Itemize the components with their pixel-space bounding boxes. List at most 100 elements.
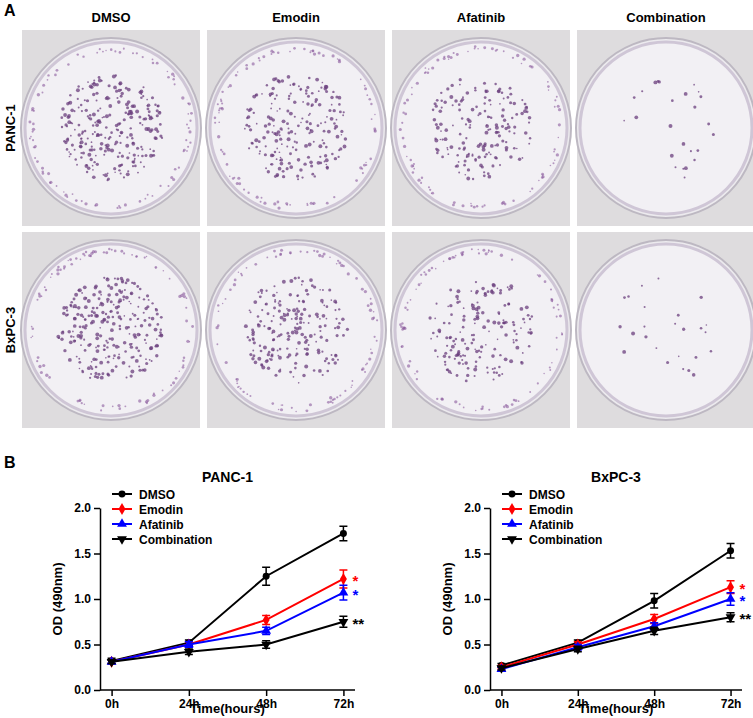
dish-rim bbox=[21, 38, 201, 218]
rim-stain bbox=[361, 288, 364, 291]
colony bbox=[114, 143, 116, 145]
colony bbox=[456, 154, 459, 157]
colony bbox=[250, 311, 252, 313]
colony bbox=[333, 109, 336, 112]
colony bbox=[95, 314, 99, 318]
colony bbox=[451, 345, 455, 349]
colony bbox=[330, 117, 334, 121]
colony bbox=[295, 354, 297, 356]
colony bbox=[143, 312, 145, 314]
colony bbox=[450, 84, 453, 87]
colony bbox=[96, 163, 99, 166]
colony bbox=[315, 341, 317, 343]
colony bbox=[446, 147, 448, 149]
rim-stain bbox=[190, 112, 193, 115]
colony bbox=[315, 98, 318, 101]
colony bbox=[447, 153, 449, 155]
colony bbox=[525, 305, 529, 309]
colony bbox=[278, 167, 282, 171]
rim-stain bbox=[32, 139, 34, 141]
colony bbox=[306, 352, 309, 355]
colony bbox=[129, 333, 131, 335]
colony bbox=[271, 353, 274, 356]
colony bbox=[301, 280, 304, 283]
colony bbox=[461, 359, 463, 361]
colony bbox=[305, 289, 308, 292]
colony bbox=[501, 373, 503, 375]
colony bbox=[455, 165, 457, 167]
colony bbox=[631, 332, 635, 336]
colony bbox=[623, 296, 626, 299]
colony bbox=[455, 295, 459, 299]
rim-stain bbox=[541, 173, 544, 176]
colony bbox=[333, 361, 336, 364]
colony bbox=[107, 373, 109, 375]
colony bbox=[248, 125, 251, 128]
colony bbox=[265, 167, 267, 169]
rim-stain bbox=[63, 191, 65, 193]
colony bbox=[99, 147, 103, 151]
colony bbox=[271, 154, 274, 157]
y-tick-label: 2.0 bbox=[74, 501, 91, 515]
colony bbox=[507, 123, 509, 125]
colony bbox=[444, 364, 446, 366]
y-axis: 0.00.51.01.52.0 bbox=[74, 501, 100, 697]
colony bbox=[276, 175, 279, 178]
x-axis-title: Time(hours) bbox=[190, 701, 265, 716]
colony bbox=[87, 153, 91, 157]
rim-stain bbox=[277, 206, 280, 209]
colony bbox=[70, 135, 72, 137]
rim-stain bbox=[561, 333, 563, 335]
column-label: Combination bbox=[626, 10, 705, 25]
colony bbox=[434, 349, 437, 352]
colony bbox=[149, 359, 151, 361]
dish bbox=[395, 244, 567, 416]
colony bbox=[516, 148, 518, 150]
rim-stain bbox=[102, 51, 104, 53]
colony bbox=[155, 344, 159, 348]
colony bbox=[107, 356, 109, 358]
colony bbox=[287, 335, 290, 338]
colony bbox=[477, 306, 481, 310]
rim-stain bbox=[500, 254, 503, 257]
colony bbox=[448, 356, 451, 359]
y-tick-label: 0.0 bbox=[74, 683, 91, 697]
rim-stain bbox=[64, 194, 67, 197]
colony bbox=[146, 99, 148, 101]
colony bbox=[126, 278, 130, 282]
colony bbox=[118, 289, 121, 292]
rim-stain bbox=[436, 59, 439, 62]
colony bbox=[104, 173, 108, 177]
colony bbox=[131, 142, 135, 146]
colony bbox=[467, 168, 470, 171]
rim-stain bbox=[189, 120, 191, 122]
colony bbox=[443, 354, 447, 358]
rim-stain bbox=[37, 93, 40, 96]
colony bbox=[344, 137, 347, 140]
colony bbox=[494, 367, 496, 369]
rim-stain bbox=[247, 192, 249, 194]
colony bbox=[324, 154, 327, 157]
colony bbox=[264, 153, 267, 156]
colony bbox=[103, 154, 105, 156]
colony bbox=[129, 318, 132, 321]
colony bbox=[84, 318, 86, 320]
rim-stain bbox=[374, 130, 376, 132]
colony bbox=[130, 127, 132, 129]
colony bbox=[121, 279, 125, 283]
colony bbox=[499, 164, 501, 166]
colony bbox=[120, 132, 122, 134]
colony bbox=[107, 293, 111, 297]
rim-stain bbox=[32, 328, 35, 331]
colony bbox=[105, 126, 108, 129]
colony bbox=[296, 141, 298, 143]
colony bbox=[160, 316, 163, 319]
colony bbox=[68, 358, 72, 362]
dish bbox=[25, 42, 197, 214]
rim-stain bbox=[271, 402, 274, 405]
colony bbox=[86, 171, 88, 173]
rim-stain bbox=[418, 283, 421, 286]
colony bbox=[107, 172, 109, 174]
marker bbox=[107, 659, 117, 668]
colony bbox=[68, 101, 72, 105]
